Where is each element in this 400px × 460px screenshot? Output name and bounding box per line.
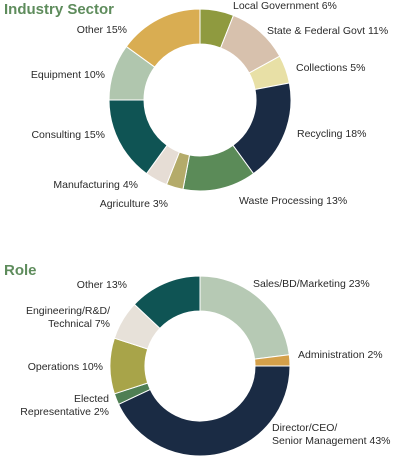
role-title: Role xyxy=(4,262,37,279)
slice-label: Operations 10% xyxy=(28,361,103,373)
slice-label: Manufacturing 4% xyxy=(53,179,138,191)
industry-sector-donut-chart: Local Government 6% State & Federal Govt … xyxy=(31,0,388,210)
slice-label: Sales/BD/Marketing 23% xyxy=(253,278,370,290)
donut-slice xyxy=(133,275,201,330)
slice-label: Consulting 15% xyxy=(31,129,105,141)
slice-label: Administration 2% xyxy=(298,349,383,361)
slice-label: Other 13% xyxy=(77,279,127,291)
slice-label: Local Government 6% xyxy=(233,0,337,12)
role-donut-chart: Sales/BD/Marketing 23% Administration 2% D… xyxy=(20,275,391,457)
slice-label: Waste Processing 13% xyxy=(239,195,347,207)
slice-label: Equipment 10% xyxy=(31,69,105,81)
slice-label: State & Federal Govt 11% xyxy=(267,25,388,37)
slice-label: Engineering/R&D/Technical 7% xyxy=(26,305,110,330)
slice-label: Director/CEO/Senior Management 43% xyxy=(272,422,391,447)
slice-label: Elected Representative 2% xyxy=(20,393,109,418)
industry-sector-title: Industry Sector xyxy=(4,1,115,18)
donut-slice xyxy=(125,8,201,68)
slice-label: Collections 5% xyxy=(296,62,365,74)
donut-slice xyxy=(117,365,291,457)
slice-label: Other 15% xyxy=(77,24,127,36)
slice-label: Agriculture 3% xyxy=(100,198,168,210)
slice-label: Recycling 18% xyxy=(297,128,366,140)
